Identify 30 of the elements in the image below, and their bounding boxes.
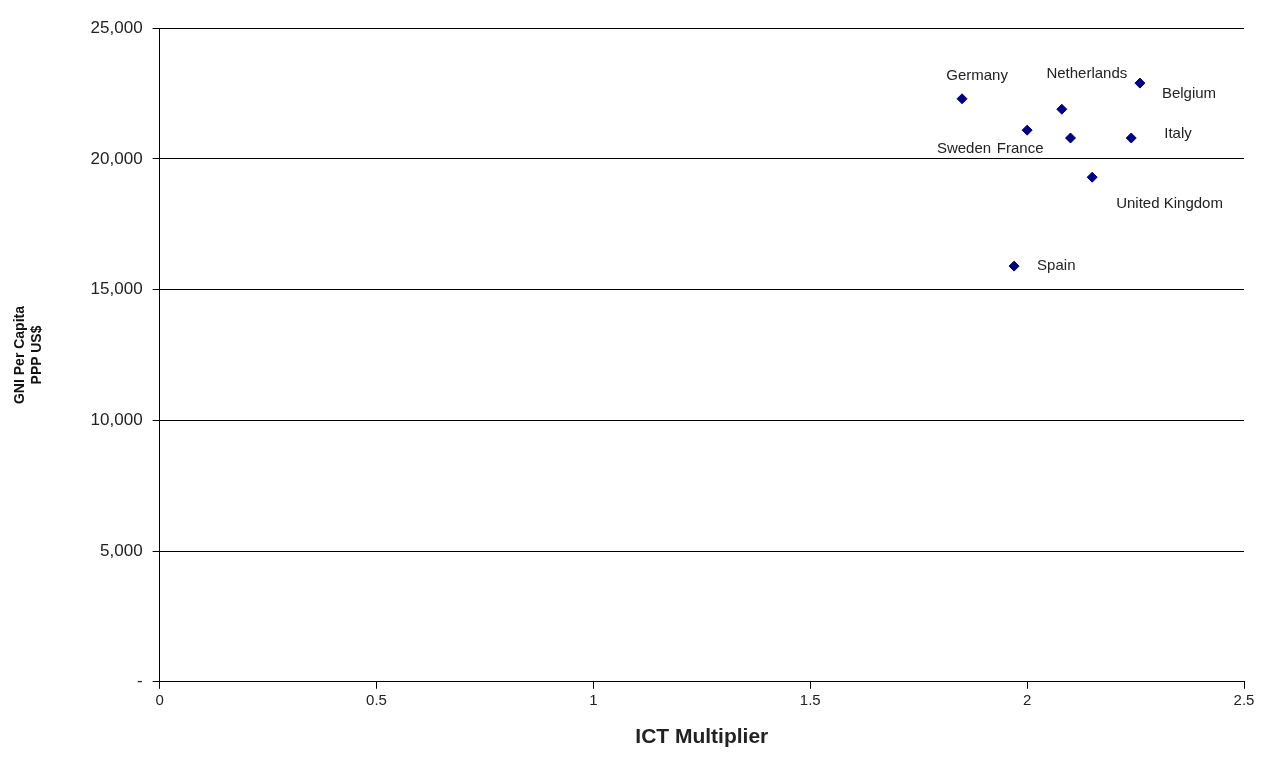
x-tick-label: 2 — [1022, 690, 1032, 708]
annotation: United Kingdom — [1116, 194, 1223, 212]
x-tick-label: 0.5 — [366, 690, 387, 708]
y-tick-label: 25,000 — [90, 17, 143, 37]
point — [1064, 132, 1076, 144]
y-tick-label: 5,000 — [100, 540, 143, 560]
x-tick-label: 1 — [589, 690, 598, 708]
x-tick-label: 2.5 — [1233, 690, 1255, 708]
point — [1008, 260, 1020, 272]
point — [1056, 103, 1068, 115]
annotation: Belgium — [1161, 84, 1217, 102]
point — [1125, 132, 1137, 144]
point — [1021, 124, 1033, 136]
annotation: Italy — [1164, 124, 1193, 142]
annotation: Sweden — [936, 139, 992, 157]
point — [1086, 171, 1098, 183]
y-tick-label: - — [136, 671, 143, 691]
y-tick-label: 20,000 — [90, 148, 143, 168]
x-tick-label: 1.5 — [799, 690, 821, 708]
annotation: Spain — [1037, 256, 1076, 274]
annotation: Netherlands — [1046, 64, 1128, 82]
y-tick-label: 10,000 — [90, 410, 143, 430]
x-tick-label: 0 — [155, 690, 164, 708]
point — [956, 93, 968, 105]
annotation: France — [996, 139, 1044, 157]
x-axis-title: ICT Multiplier — [635, 724, 769, 748]
y-axis-title: GNI Per Capita PPP US$ — [11, 305, 45, 405]
y-tick-label: 15,000 — [90, 279, 143, 299]
annotation: Germany — [946, 65, 1009, 83]
point — [1134, 77, 1146, 89]
